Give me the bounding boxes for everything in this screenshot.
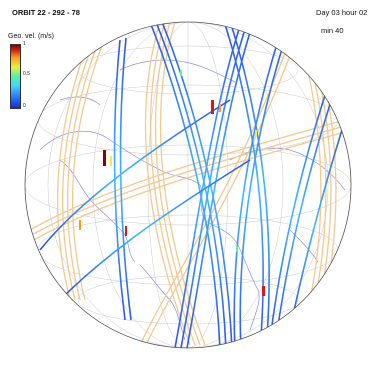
colorbar-tick-min: 0 [23, 103, 26, 109]
colorbar-tick-max: 1 [23, 41, 26, 47]
velocity-hotspots [79, 70, 265, 296]
time-minute: min 40 [321, 26, 344, 35]
orbit-title: ORBIT 22 - 292 - 78 [12, 8, 80, 17]
colorbar [10, 44, 21, 109]
colorbar-tick-mid: 0.5 [23, 71, 30, 77]
globe-outline [24, 21, 352, 349]
colorbar-label: Geo. vel. (m/s) [8, 33, 54, 40]
time-day-hour: Day 03 hour 02 [316, 8, 368, 17]
